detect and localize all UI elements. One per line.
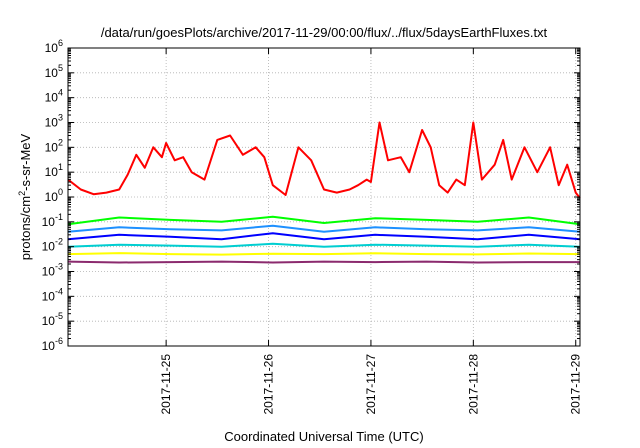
y-tick-label: 105 [45,63,63,80]
series-line [67,224,581,233]
y-tick-labels: 10-6 10-5 10-4 10-3 10-2 10-1 100 101 102 103 104 1… [42,38,63,353]
y-tick-label: 102 [45,137,63,154]
x-tick-labels: 2017-11-25 2017-11-26 2017-11-27 2017-11-28… [159,354,583,415]
grid [68,48,580,346]
chart-title: /data/run/goesPlots/archive/2017-11-29/0… [101,25,548,40]
series-line [67,215,581,226]
series-line [67,242,581,248]
series-line [67,260,580,264]
y-tick-label: 10-1 [42,212,63,229]
x-tick-label: 2017-11-27 [364,354,378,415]
y-axis-label: protons/cm2-s-sr-MeV [17,133,33,260]
y-tick-label: 106 [45,38,63,55]
series-line [67,252,581,256]
y-tick-label: 104 [45,88,63,105]
axis-ticks [68,47,580,347]
y-tick-label: 103 [45,113,63,130]
series-line [67,232,581,241]
y-tick-label: 10-2 [42,237,63,254]
y-tick-label: 10-5 [42,311,63,328]
y-tick-label: 10-3 [42,262,63,279]
x-tick-label: 2017-11-29 [569,354,583,415]
y-tick-label: 10-6 [42,336,63,353]
x-tick-label: 2017-11-28 [466,354,480,415]
x-tick-label: 2017-11-26 [262,354,276,415]
series-lines [67,121,581,264]
x-axis-label: Coordinated Universal Time (UTC) [224,429,423,444]
x-tick-label: 2017-11-25 [159,354,173,415]
series-line [67,121,581,199]
y-tick-label: 101 [45,162,63,179]
y-tick-label: 10-4 [42,286,63,303]
y-tick-label: 100 [45,187,63,204]
